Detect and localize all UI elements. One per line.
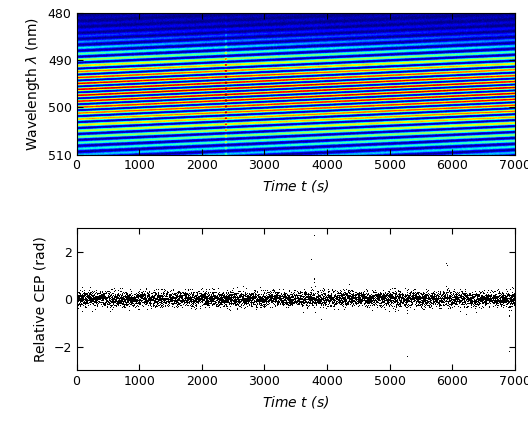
- X-axis label: Time $t$ (s): Time $t$ (s): [262, 394, 329, 410]
- X-axis label: Time $t$ (s): Time $t$ (s): [262, 178, 329, 194]
- Y-axis label: Relative CEP (rad): Relative CEP (rad): [34, 237, 48, 362]
- Y-axis label: Wavelength $\lambda$ (nm): Wavelength $\lambda$ (nm): [24, 16, 42, 151]
